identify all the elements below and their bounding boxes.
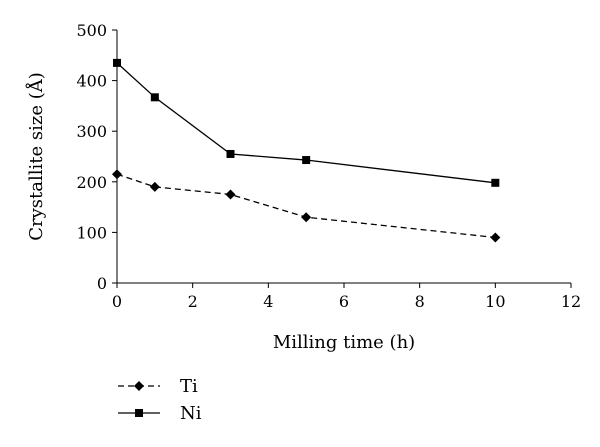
legend-marker-ti (134, 381, 144, 391)
x-tick-label: 6 (339, 292, 349, 311)
data-point-ni (491, 178, 500, 187)
y-tick-label: 100 (76, 223, 107, 242)
x-axis-title: Milling time (h) (273, 332, 415, 353)
y-tick-label: 0 (97, 274, 107, 293)
y-tick-label: 400 (76, 72, 107, 91)
x-tick-label: 12 (561, 292, 581, 311)
data-point-ti (112, 169, 122, 180)
series-line-ti (116, 173, 496, 239)
axes (116, 30, 571, 284)
series-layer (112, 58, 501, 243)
data-point-ni (150, 93, 159, 102)
x-tick-label: 10 (485, 292, 505, 311)
data-point-ti (301, 212, 312, 223)
data-point-ni (302, 156, 311, 165)
y-tick-label: 300 (76, 122, 107, 141)
y-ticks: 0 100 200 300 400 500 (76, 21, 117, 293)
legend-item-ti: Ti (118, 376, 198, 397)
x-ticks: 0 2 4 6 8 10 12 (112, 283, 581, 311)
y-axis-title: Crystallite size (Å) (25, 72, 47, 241)
x-tick-label: 8 (415, 292, 425, 311)
y-tick-label: 500 (76, 21, 107, 40)
legend: Ti Ni (118, 376, 202, 424)
x-tick-label: 2 (188, 292, 198, 311)
legend-label-ni: Ni (180, 403, 202, 424)
data-point-ti (490, 232, 501, 243)
data-point-ni (226, 149, 235, 158)
series-line-ni (116, 62, 496, 184)
series-ti (112, 169, 501, 243)
data-point-ti (149, 181, 160, 192)
data-point-ni (113, 58, 121, 67)
legend-label-ti: Ti (180, 376, 198, 397)
legend-marker-ni (135, 409, 143, 417)
series-ni (113, 58, 500, 187)
x-tick-label: 0 (112, 292, 122, 311)
legend-item-ni: Ni (118, 403, 202, 424)
y-tick-label: 200 (76, 173, 107, 192)
x-tick-label: 4 (263, 292, 273, 311)
data-point-ti (225, 189, 236, 200)
